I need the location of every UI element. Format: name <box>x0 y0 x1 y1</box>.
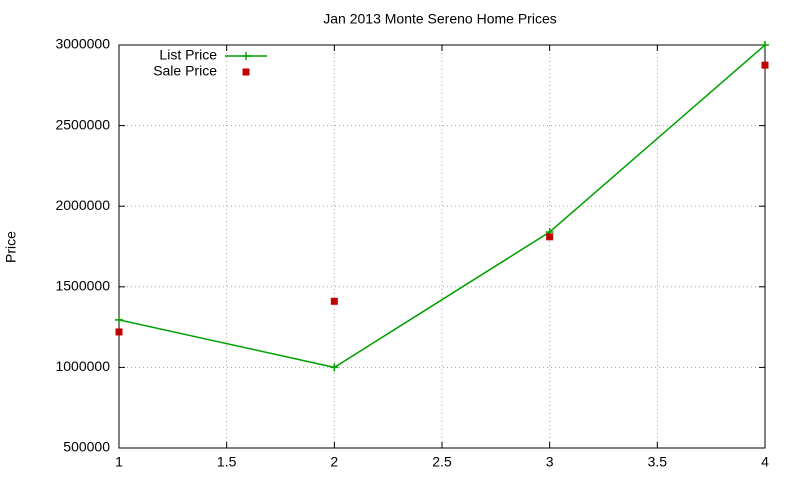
data-point <box>115 328 123 336</box>
legend-label: Sale Price <box>153 63 217 79</box>
x-tick-label: 1.5 <box>217 454 237 470</box>
data-point <box>115 315 123 324</box>
legend-label: List Price <box>159 47 217 63</box>
y-tick-label: 1000000 <box>55 358 110 374</box>
data-point <box>330 297 338 305</box>
data-point <box>761 41 769 49</box>
y-tick-label: 500000 <box>63 439 110 455</box>
plot-border <box>118 44 766 449</box>
x-tick-label: 1 <box>115 454 123 470</box>
data-point <box>546 233 554 241</box>
x-tick-label: 3 <box>546 454 554 470</box>
y-axis-label: Price <box>3 231 19 263</box>
series-line <box>118 44 766 369</box>
x-tick-label: 4 <box>761 454 769 470</box>
data-point <box>330 363 339 372</box>
data-point <box>761 61 769 69</box>
x-tick-label: 2.5 <box>432 454 452 470</box>
x-tick-label: 2 <box>330 454 338 470</box>
legend-marker <box>242 68 250 76</box>
y-tick-label: 1500000 <box>55 278 110 294</box>
legend-marker <box>242 52 250 60</box>
chart-title: Jan 2013 Monte Sereno Home Prices <box>323 11 556 27</box>
y-tick-label: 2000000 <box>55 197 110 213</box>
y-tick-label: 2500000 <box>55 116 110 132</box>
x-tick-label: 3.5 <box>648 454 668 470</box>
y-tick-label: 3000000 <box>55 36 110 52</box>
